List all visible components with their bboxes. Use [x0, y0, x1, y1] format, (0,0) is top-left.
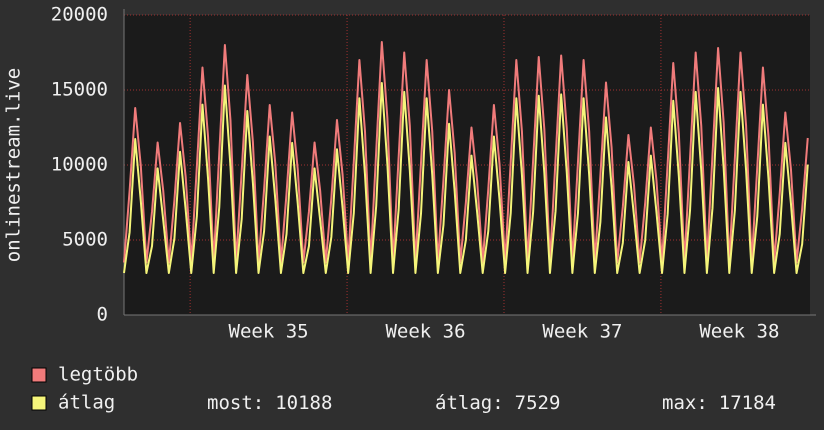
series-line — [123, 41, 809, 264]
legend-label: legtöbb — [58, 364, 138, 386]
y-axis-label: onlinestream.live — [3, 68, 25, 262]
x-tick-label: Week 36 — [385, 321, 465, 343]
stat-label: most: — [207, 392, 264, 414]
y-tick-label: 20000 — [51, 4, 108, 26]
y-tick-label: 0 — [97, 304, 108, 326]
x-tick-label: Week 37 — [542, 321, 622, 343]
legend-label: átlag — [58, 392, 115, 414]
legend-swatch — [31, 395, 47, 411]
stat-value: 7529 — [515, 392, 561, 414]
stat-label: átlag: — [435, 392, 504, 414]
stat-value: 10188 — [275, 392, 332, 414]
legend-swatch — [31, 367, 47, 383]
y-tick-label: 15000 — [51, 79, 108, 101]
stat: most: 10188 — [207, 392, 332, 414]
y-tick-label: 5000 — [62, 229, 108, 251]
x-tick-label: Week 38 — [699, 321, 779, 343]
stat-value: 17184 — [719, 392, 776, 414]
stat: átlag: 7529 — [435, 392, 560, 414]
series-line — [123, 81, 809, 274]
stat: max: 17184 — [662, 392, 776, 414]
x-tick-label: Week 35 — [229, 321, 309, 343]
y-tick-label: 10000 — [51, 154, 108, 176]
stat-label: max: — [662, 392, 708, 414]
